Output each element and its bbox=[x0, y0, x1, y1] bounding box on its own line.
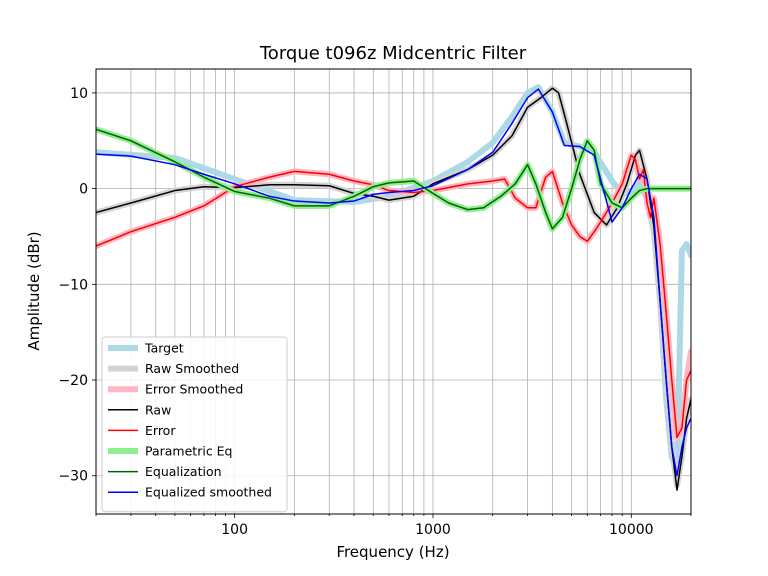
y-tick-label: −30 bbox=[58, 469, 88, 485]
legend: Target Raw Smoothed Error Smoothed Raw Error… bbox=[101, 336, 288, 513]
legend-box bbox=[101, 336, 288, 513]
legend-label: Error bbox=[145, 423, 176, 438]
y-tick-label: −20 bbox=[58, 373, 88, 389]
legend-label: Error Smoothed bbox=[145, 382, 243, 397]
legend-label: Equalization bbox=[145, 464, 222, 479]
y-axis-title: Amplitude (dBr) bbox=[25, 231, 43, 350]
legend-label: Raw bbox=[145, 402, 171, 417]
y-tick-label: 0 bbox=[79, 182, 88, 198]
series-line-error bbox=[96, 154, 691, 439]
chart-title: Torque t096z Midcentric Filter bbox=[259, 43, 527, 64]
y-tick-label: −10 bbox=[58, 277, 88, 293]
y-tick-label: 10 bbox=[70, 86, 88, 102]
x-tick-label: 100 bbox=[221, 522, 248, 538]
x-tick-label: 1000 bbox=[415, 522, 451, 538]
series-layer bbox=[96, 84, 691, 491]
series-line-equalized-smoothed bbox=[96, 88, 691, 477]
legend-label: Equalized smoothed bbox=[145, 485, 272, 500]
legend-label: Parametric Eq bbox=[145, 444, 233, 459]
legend-label: Raw Smoothed bbox=[145, 361, 239, 376]
x-tick-label: 10000 bbox=[609, 522, 654, 538]
grid bbox=[95, 69, 692, 514]
legend-label: Target bbox=[144, 341, 184, 356]
plot-frame bbox=[95, 68, 692, 515]
x-axis-title: Frequency (Hz) bbox=[336, 543, 449, 561]
